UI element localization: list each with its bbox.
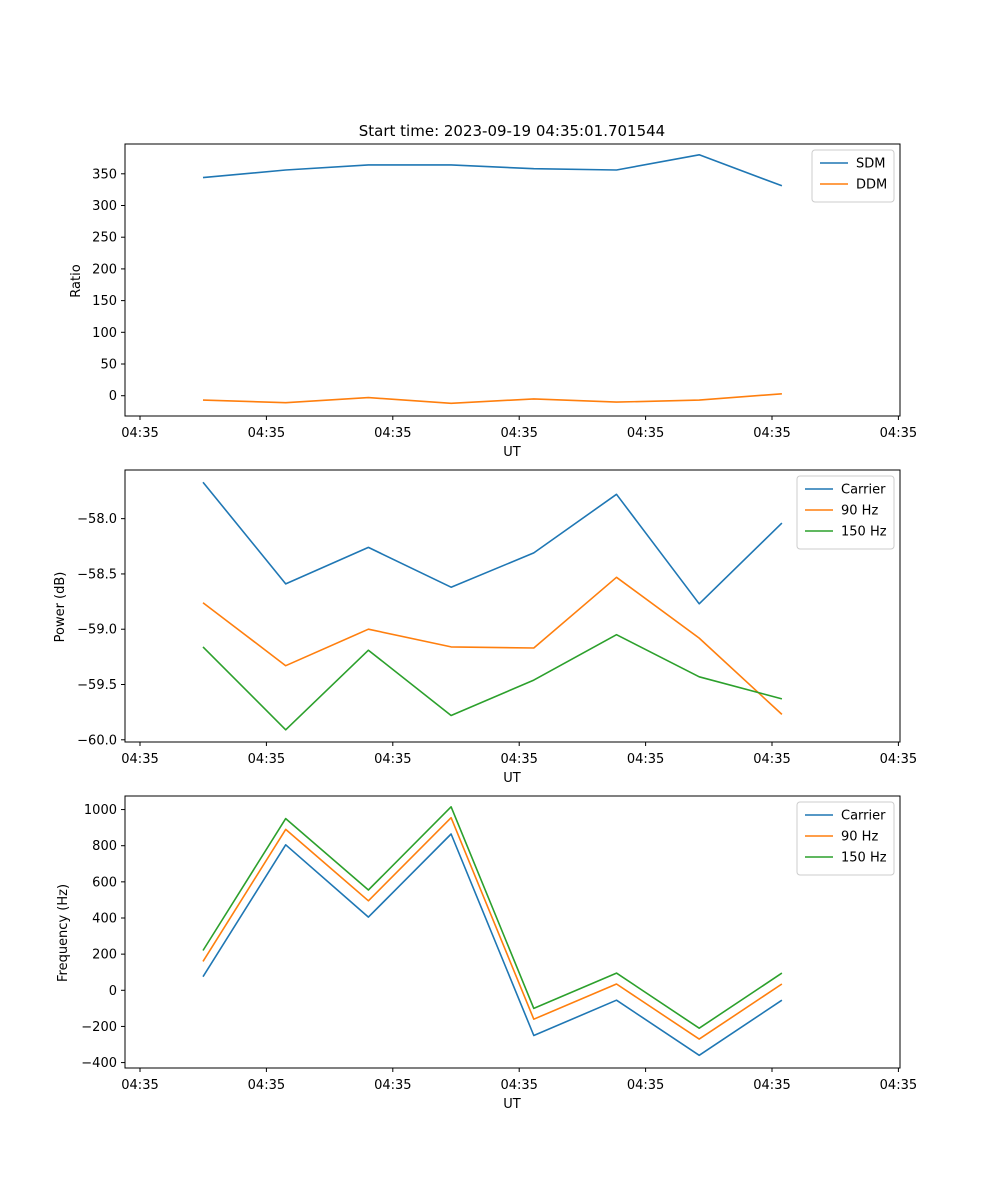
ratio-xtick-label: 04:35 [627, 426, 664, 441]
ratio-xtick-label: 04:35 [880, 426, 917, 441]
frequency-legend-label: Carrier [841, 809, 886, 824]
power-series-90-hz [202, 576, 783, 715]
ratio-xtick-label: 04:35 [121, 426, 158, 441]
power-series-150-hz [202, 633, 783, 731]
ratio-ytick-label: 350 [92, 167, 117, 182]
power-xlabel: UT [503, 771, 521, 786]
frequency-ytick-label: 200 [92, 948, 117, 963]
frequency-series-carrier [202, 833, 783, 1057]
ratio-ytick-label: 0 [109, 389, 117, 404]
ratio-ylabel: Ratio [69, 264, 84, 297]
power-xtick-label: 04:35 [627, 752, 664, 767]
frequency-xtick-label: 04:35 [121, 1078, 158, 1093]
frequency-xtick-label: 04:35 [500, 1078, 537, 1093]
ratio-xtick-label: 04:35 [500, 426, 537, 441]
power-ytick-label: −60.0 [77, 733, 117, 748]
ratio-ytick-label: 200 [92, 262, 117, 277]
power-xtick-label: 04:35 [753, 752, 790, 767]
ratio-xtick-label: 04:35 [753, 426, 790, 441]
power-xtick-label: 04:35 [121, 752, 158, 767]
power-ytick-label: −58.5 [77, 567, 117, 582]
ratio-xtick-label: 04:35 [374, 426, 411, 441]
frequency-ytick-label: 0 [109, 984, 117, 999]
power-xtick-label: 04:35 [248, 752, 285, 767]
frequency-ytick-label: 400 [92, 911, 117, 926]
power-axes-frame [124, 469, 901, 743]
frequency-xlabel: UT [503, 1097, 521, 1112]
power-ytick-label: −58.0 [77, 512, 117, 527]
power-series-carrier [202, 481, 783, 605]
power-legend-label: 90 Hz [841, 504, 878, 519]
power-panel: Power (dB) UT −60.0 −59.5 −59.0 −58.5 −58.0 0… [53, 469, 917, 786]
ratio-ytick-label: 50 [100, 358, 117, 373]
frequency-xtick-label: 04:35 [374, 1078, 411, 1093]
frequency-series-90-hz [202, 816, 783, 1040]
power-ytick-label: −59.5 [77, 678, 117, 693]
ratio-axes-frame [124, 143, 901, 417]
frequency-legend-label: 90 Hz [841, 830, 878, 845]
frequency-xtick-label: 04:35 [753, 1078, 790, 1093]
ratio-ytick-label: 150 [92, 294, 117, 309]
frequency-series-150-hz [202, 805, 783, 1029]
power-xtick-label: 04:35 [500, 752, 537, 767]
power-ylabel: Power (dB) [53, 572, 68, 643]
ratio-xtick-label: 04:35 [248, 426, 285, 441]
frequency-ytick-label: 600 [92, 875, 117, 890]
frequency-legend-label: 150 Hz [841, 851, 887, 866]
ratio-legend-label: DDM [856, 178, 887, 193]
frequency-axes-frame [124, 795, 901, 1069]
frequency-ylabel: Frequency (Hz) [56, 884, 71, 982]
frequency-xtick-label: 04:35 [627, 1078, 664, 1093]
power-legend-label: 150 Hz [841, 525, 887, 540]
figure-title: Start time: 2023-09-19 04:35:01.701544 [359, 122, 665, 140]
frequency-ytick-label: 800 [92, 839, 117, 854]
power-ytick-label: −59.0 [77, 623, 117, 638]
power-xtick-label: 04:35 [374, 752, 411, 767]
power-legend-label: Carrier [841, 483, 886, 498]
ratio-ytick-label: 100 [92, 326, 117, 341]
frequency-xtick-label: 04:35 [880, 1078, 917, 1093]
ratio-series-sdm [202, 154, 783, 187]
frequency-ytick-label: 1000 [84, 803, 117, 818]
ratio-xlabel: UT [503, 445, 521, 460]
frequency-panel: Frequency (Hz) UT −400 −200 0 200 400 600 800 1… [56, 795, 917, 1112]
ratio-series-ddm [202, 393, 782, 405]
ratio-legend-label: SDM [856, 157, 885, 172]
frequency-ytick-label: −200 [81, 1020, 117, 1035]
ratio-panel: Ratio UT 0 50 100 150 200 250 300 350 04:35 04:35… [69, 143, 917, 460]
ratio-ytick-label: 250 [92, 231, 117, 246]
power-xtick-label: 04:35 [880, 752, 917, 767]
ratio-ytick-label: 300 [92, 199, 117, 214]
frequency-ytick-label: −400 [81, 1056, 117, 1071]
frequency-xtick-label: 04:35 [248, 1078, 285, 1093]
